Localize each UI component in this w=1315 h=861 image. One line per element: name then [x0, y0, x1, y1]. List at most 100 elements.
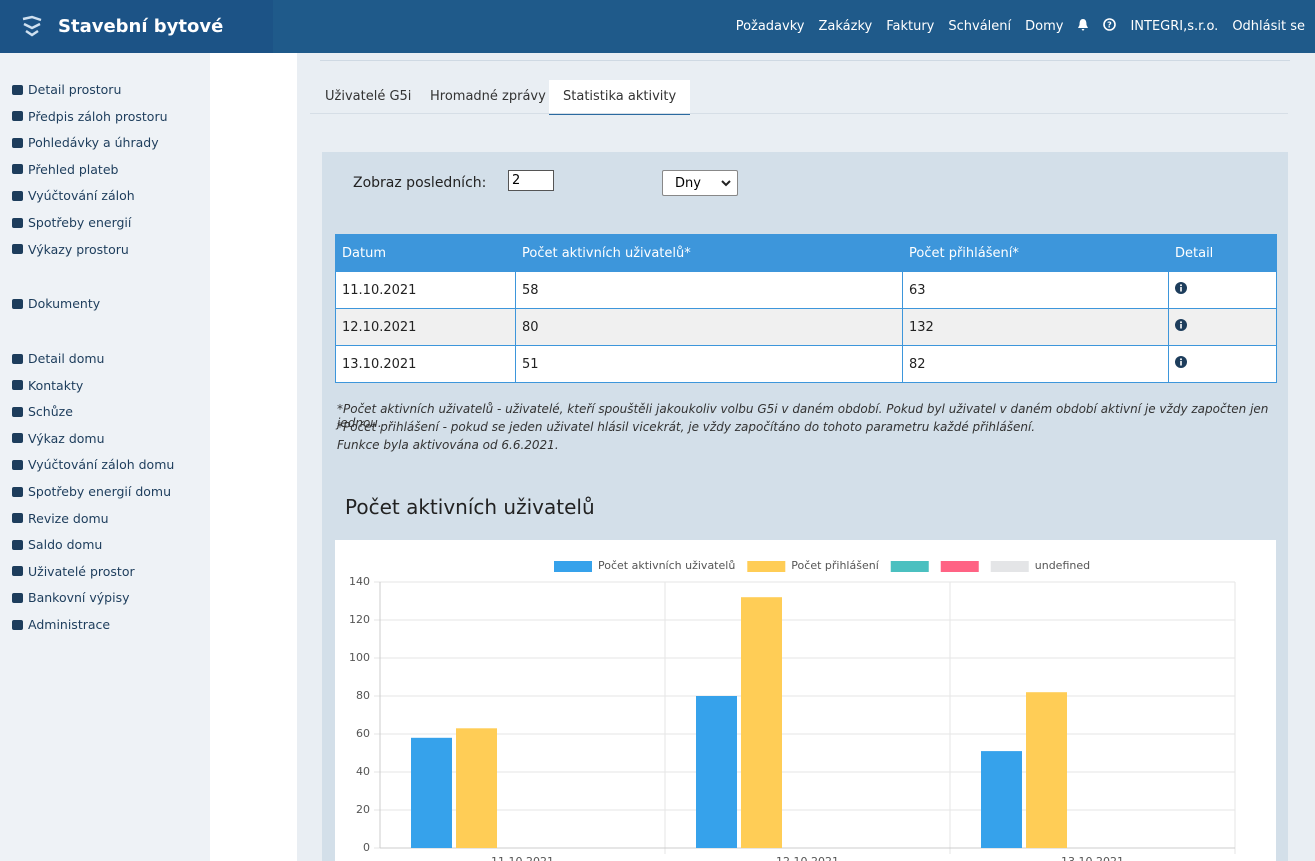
table-cell: 12.10.2021 [335, 308, 516, 346]
tab[interactable]: Hromadné zprávy [430, 89, 546, 104]
days-input[interactable]: 2 [508, 170, 554, 191]
sidebar-icon [12, 513, 23, 524]
bar [1026, 692, 1067, 848]
note: *Počet aktivních uživatelů - uživatelé, … [337, 402, 1269, 430]
bar [411, 737, 452, 848]
sidebar-item[interactable]: Předpis záloh prostoru [12, 109, 168, 124]
nav-link[interactable]: Faktury [886, 19, 935, 34]
chart: 0 20 40 60 80 100 120 140 11.10.2021 12.10.2021 13… [335, 540, 1276, 861]
sidebar-icon [12, 459, 23, 470]
tab[interactable]: Statistika aktivity [549, 80, 691, 115]
table-header: Počet aktivních uživatelů* [515, 234, 903, 272]
sidebar-label: Vyúčtování záloh domu [28, 457, 175, 473]
legend-label: undefined [1035, 559, 1090, 572]
info-icon[interactable] [1175, 282, 1187, 298]
sidebar-item[interactable]: Dokumenty [12, 296, 100, 311]
divider [320, 60, 1290, 61]
detail-cell [1168, 308, 1277, 346]
bell-icon[interactable] [1077, 18, 1089, 35]
tab[interactable]: Uživatelé G5i [325, 89, 412, 104]
sidebar-label: Dokumenty [28, 296, 101, 311]
nav: Požadavky Zakázky Faktury Schválení Domy? INT… [736, 0, 1305, 53]
table-cell: 132 [902, 308, 1169, 346]
sidebar-label: Pohledávky a úhrady [28, 135, 159, 151]
spacer [210, 53, 297, 861]
sidebar-label: Spotřeby energií domu [28, 484, 172, 499]
brand[interactable]: Stavební bytové družstvo [0, 0, 273, 90]
nav-link[interactable]: Schválení [948, 19, 1012, 34]
legend-swatch [747, 561, 786, 572]
sidebar-item[interactable]: Spotřeby energií [12, 215, 131, 230]
select-value: Dny [675, 176, 701, 191]
sidebar-icon [12, 190, 23, 201]
sidebar-label: Schůze [28, 404, 73, 420]
sidebar-item[interactable]: Kontakty [12, 378, 83, 393]
sidebar-item[interactable]: Schůze [12, 404, 73, 419]
help-icon[interactable]: ? [1103, 18, 1117, 35]
sidebar-item[interactable]: Administrace [12, 617, 110, 632]
sidebar-item[interactable]: Revize domu [12, 511, 109, 526]
sidebar-icon [12, 84, 23, 95]
note: *Počet přihlášení - pokud se jeden uživa… [337, 420, 1036, 434]
table-header: Počet přihlášení* [902, 234, 1169, 272]
nav-link[interactable]: Domy [1025, 19, 1064, 34]
sidebar-icon [12, 539, 23, 550]
sidebar-item[interactable]: Vyúčtování záloh [12, 188, 135, 203]
info-icon[interactable] [1175, 319, 1187, 335]
legend-swatch [940, 561, 979, 572]
sidebar-item[interactable]: Spotřeby energií domu [12, 484, 171, 499]
tab-line [310, 113, 1288, 114]
bar [741, 597, 782, 848]
sidebar-icon [12, 619, 23, 630]
y-tick-label: 0 [363, 841, 370, 854]
sidebar-label: Spotřeby energií [28, 215, 132, 230]
y-tick-label: 60 [356, 727, 370, 740]
table-cell: 11.10.2021 [335, 271, 516, 309]
sidebar-item[interactable]: Saldo domu [12, 537, 102, 552]
bar [456, 728, 497, 848]
svg-text:?: ? [1108, 21, 1113, 30]
x-tick-label: 11.10.2021 [491, 855, 554, 861]
sidebar: Detail prostoru Předpis záloh prostoru Poh… [0, 53, 210, 861]
sidebar-item[interactable]: Detail domu [12, 351, 104, 366]
unit-select[interactable]: Dny [662, 170, 738, 196]
table-header: Detail [1168, 234, 1277, 272]
company[interactable]: INTEGRI,s.r.o. [1130, 19, 1219, 34]
nav-link[interactable]: Požadavky [735, 19, 805, 34]
sidebar-item[interactable]: Pohledávky a úhrady [12, 135, 159, 150]
legend-label: Počet aktivních uživatelů [598, 559, 735, 572]
form-label: Zobraz posledních: [353, 175, 487, 191]
table-cell: 63 [902, 271, 1169, 309]
sidebar-icon [12, 137, 23, 148]
sidebar-item[interactable]: Přehled plateb [12, 162, 118, 177]
table-cell: 80 [515, 308, 903, 346]
sidebar-label: Administrace [28, 617, 111, 632]
sidebar-icon [12, 164, 23, 175]
nav-link[interactable]: Zakázky [818, 19, 873, 34]
sidebar-item[interactable]: Vyúčtování záloh domu [12, 457, 174, 472]
sidebar-item[interactable]: Detail prostoru [12, 82, 121, 97]
detail-cell [1168, 345, 1277, 383]
sidebar-icon [12, 244, 23, 255]
sidebar-label: Výkazy prostoru [28, 241, 129, 257]
table-cell: 51 [515, 345, 903, 383]
logo [22, 15, 42, 37]
sidebar-item[interactable]: Výkaz domu [12, 431, 105, 446]
detail-cell [1168, 271, 1277, 309]
table-header: Datum [335, 234, 516, 272]
info-icon[interactable] [1175, 356, 1187, 372]
legend-label: Počet přihlášení [791, 559, 879, 572]
sidebar-item[interactable]: Výkazy prostoru [12, 242, 129, 257]
y-tick-label: 40 [356, 765, 370, 778]
logout[interactable]: Odhlásit se [1232, 19, 1305, 34]
y-tick-label: 20 [356, 803, 370, 816]
sidebar-label: Předpis záloh prostoru [28, 108, 168, 124]
sidebar-label: Výkaz domu [28, 430, 105, 446]
sidebar-label: Bankovní výpisy [28, 590, 130, 606]
sidebar-item[interactable]: Uživatelé prostor [12, 564, 135, 579]
x-tick-label: 13.10.2021 [1061, 855, 1124, 861]
sidebar-icon [12, 217, 23, 228]
legend-swatch [554, 561, 592, 572]
sidebar-item[interactable]: Bankovní výpisy [12, 590, 129, 605]
